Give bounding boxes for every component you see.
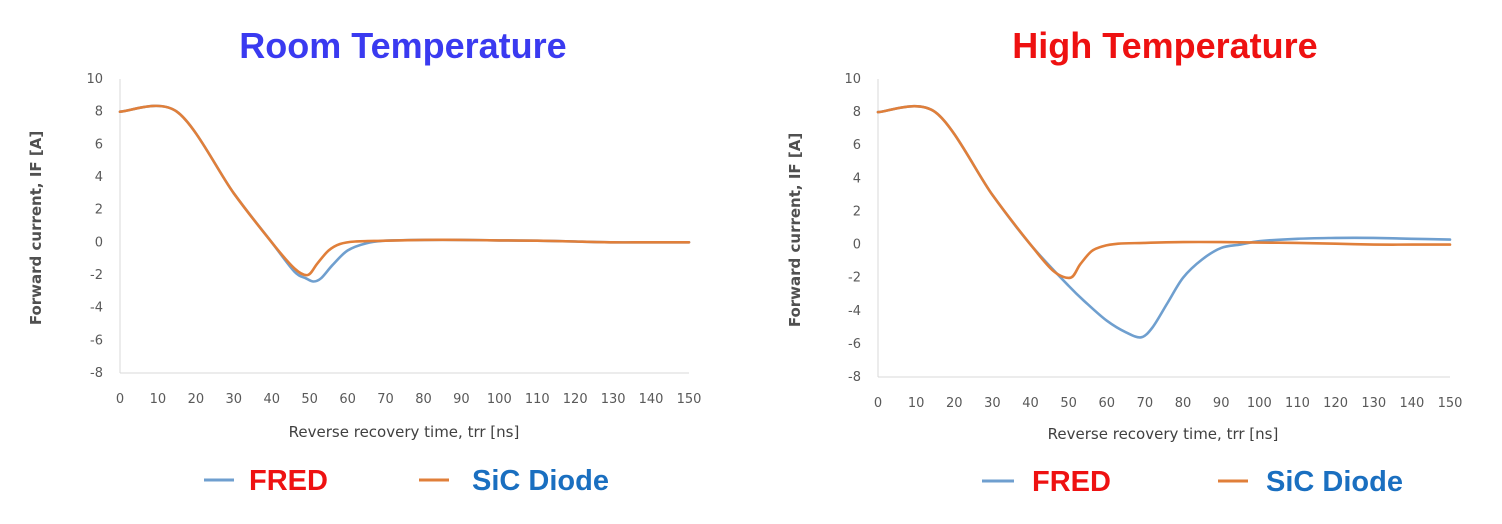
y-tick-labels: 10 8 6 4 2 0 -2 -4 -6 -8 bbox=[86, 72, 103, 381]
x-tick-label: 150 bbox=[677, 392, 702, 407]
x-tick-label: 90 bbox=[1213, 396, 1230, 411]
x-tick-label: 50 bbox=[1060, 396, 1077, 411]
legend: FRED SiC Diode bbox=[204, 465, 609, 497]
x-tick-label: 20 bbox=[188, 392, 205, 407]
legend: FRED SiC Diode bbox=[982, 466, 1403, 498]
y-axis-label: Forward current, IF [A] bbox=[786, 133, 804, 327]
y-axis-label: Forward current, IF [A] bbox=[27, 131, 45, 325]
x-tick-label: 70 bbox=[377, 392, 394, 407]
legend-label-fred: FRED bbox=[249, 465, 328, 497]
y-tick-label: 6 bbox=[853, 138, 861, 153]
y-tick-label: 8 bbox=[853, 105, 861, 120]
x-tick-label: 80 bbox=[415, 392, 432, 407]
x-tick-label: 60 bbox=[339, 392, 356, 407]
series-line-fred bbox=[118, 104, 691, 283]
y-tick-label: -2 bbox=[848, 271, 861, 286]
series-line-sic-diode bbox=[876, 104, 1452, 280]
y-tick-label: -2 bbox=[90, 268, 103, 283]
x-tick-label: 80 bbox=[1175, 396, 1192, 411]
legend-label-sic-diode: SiC Diode bbox=[1266, 466, 1403, 498]
legend-label-sic-diode: SiC Diode bbox=[472, 465, 609, 497]
x-tick-label: 120 bbox=[1323, 396, 1348, 411]
y-tick-label: 4 bbox=[853, 171, 861, 186]
x-tick-label: 130 bbox=[601, 392, 626, 407]
x-tick-label: 0 bbox=[874, 396, 882, 411]
x-tick-label: 90 bbox=[453, 392, 470, 407]
y-tick-label: -6 bbox=[848, 337, 861, 352]
x-tick-labels: 0 10 20 30 40 50 60 70 80 90 100 110 120 130 140 150 bbox=[874, 396, 1463, 411]
x-tick-label: 10 bbox=[908, 396, 925, 411]
y-tick-label: -8 bbox=[848, 370, 861, 385]
y-tick-label: 2 bbox=[853, 204, 861, 219]
x-tick-labels: 0 10 20 30 40 50 60 70 80 90 100 110 120 130 140 150 bbox=[116, 392, 702, 407]
y-tick-label: 6 bbox=[95, 137, 103, 152]
x-tick-label: 150 bbox=[1438, 396, 1463, 411]
x-tick-label: 70 bbox=[1137, 396, 1154, 411]
y-tick-label: -8 bbox=[90, 366, 103, 381]
y-tick-label: -4 bbox=[90, 301, 103, 316]
y-tick-label: 10 bbox=[86, 72, 103, 87]
y-tick-label: -4 bbox=[848, 304, 861, 319]
x-tick-label: 110 bbox=[1285, 396, 1310, 411]
x-tick-label: 20 bbox=[946, 396, 963, 411]
y-tick-label: 8 bbox=[95, 105, 103, 120]
y-tick-labels: 10 8 6 4 2 0 -2 -4 -6 -8 bbox=[844, 72, 861, 385]
x-tick-label: 140 bbox=[1399, 396, 1424, 411]
chart-title: Room Temperature bbox=[239, 25, 566, 66]
series-line-sic-diode bbox=[118, 104, 691, 277]
x-tick-label: 30 bbox=[226, 392, 243, 407]
x-tick-label: 50 bbox=[301, 392, 318, 407]
y-tick-label: 4 bbox=[95, 170, 103, 185]
x-tick-label: 120 bbox=[563, 392, 588, 407]
series-lines bbox=[876, 104, 1452, 339]
x-tick-label: 10 bbox=[150, 392, 167, 407]
y-tick-label: 0 bbox=[95, 235, 103, 250]
x-tick-label: 110 bbox=[525, 392, 550, 407]
series-lines bbox=[118, 104, 691, 283]
x-tick-label: 40 bbox=[263, 392, 280, 407]
x-tick-label: 40 bbox=[1022, 396, 1039, 411]
x-tick-label: 130 bbox=[1361, 396, 1386, 411]
x-axis-label: Reverse recovery time, trr [ns] bbox=[1048, 425, 1279, 443]
x-tick-label: 140 bbox=[639, 392, 664, 407]
x-tick-label: 0 bbox=[116, 392, 124, 407]
y-tick-label: 2 bbox=[95, 203, 103, 218]
x-tick-label: 100 bbox=[1247, 396, 1272, 411]
chart-title: High Temperature bbox=[1012, 25, 1317, 66]
x-axis-label: Reverse recovery time, trr [ns] bbox=[289, 423, 520, 441]
x-tick-label: 60 bbox=[1099, 396, 1116, 411]
y-tick-label: 10 bbox=[844, 72, 861, 87]
x-tick-label: 100 bbox=[487, 392, 512, 407]
y-tick-label: -6 bbox=[90, 333, 103, 348]
x-tick-label: 30 bbox=[984, 396, 1001, 411]
legend-label-fred: FRED bbox=[1032, 466, 1111, 498]
series-line-fred bbox=[876, 104, 1452, 339]
y-tick-label: 0 bbox=[853, 238, 861, 253]
